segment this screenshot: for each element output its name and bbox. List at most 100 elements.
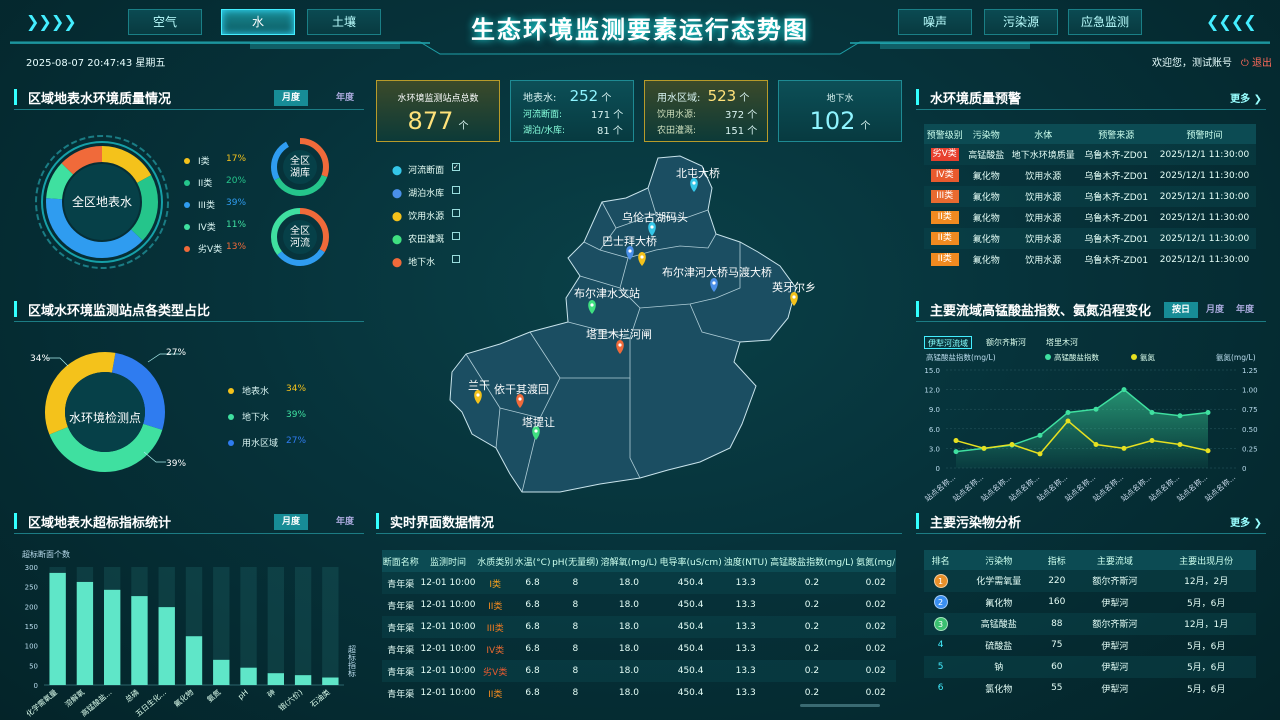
table-cell: 8 (551, 660, 600, 682)
table-row[interactable]: 青年渠 12-01 10:00 II类 6.8 8 18.0 450.4 13.3 0.2 0.0… (382, 594, 896, 616)
table-header-cell: 水体 (1006, 124, 1080, 144)
map-legend-checkbox[interactable] (452, 232, 460, 240)
table-cell: 13.3 (722, 616, 769, 638)
table-row[interactable]: 5 钠 60 伊犁河 5月，6月 (924, 656, 1256, 678)
warning-cell-text: 氟化物 (972, 235, 1000, 245)
surface-quality-month-button[interactable]: 月度 (274, 90, 309, 106)
tab-soil[interactable]: 土壤 (307, 9, 381, 35)
map-legend-item[interactable]: ⬤ 农田灌溉 (392, 232, 464, 245)
table-header-cell: 溶解氧(mg/L) (599, 550, 659, 572)
table-row[interactable]: 青年渠 12-01 10:00 III类 6.8 8 18.0 450.4 13.3 0.2 0.… (382, 616, 896, 638)
map-pin-icon[interactable] (626, 246, 634, 260)
table-header-cell: 排名 (924, 550, 958, 570)
table-row[interactable]: IV类 氟化物 饮用水源 乌鲁木齐-ZD01 2025/12/1 11:30:00 (924, 165, 1256, 186)
tab-air[interactable]: 空气 (128, 9, 202, 35)
header-line-right (850, 42, 1270, 44)
map-pin-icon[interactable] (690, 178, 698, 192)
region-map[interactable] (440, 148, 840, 500)
realtime-cell-text: 0.02 (865, 688, 886, 698)
logout-button[interactable]: ⏻ 退出 (1241, 54, 1272, 69)
bar (322, 677, 339, 685)
table-cell: 5月，6月 (1156, 635, 1256, 657)
exceed-year-button[interactable]: 年度 (336, 517, 355, 527)
realtime-scrollbar[interactable] (800, 704, 880, 707)
table-row[interactable]: 青年渠 12-01 10:00 I类 6.8 8 18.0 450.4 13.3 0.2 0.02 (382, 572, 896, 594)
legend-dot (228, 440, 234, 446)
legend-label: 地下水 (242, 413, 270, 423)
table-cell: 饮用水源 (1006, 186, 1080, 207)
table-row[interactable]: 3 高锰酸盐 88 额尔齐斯河 12月，1月 (924, 613, 1256, 635)
realtime-cell-text: 18.0 (618, 644, 639, 654)
table-row[interactable]: II类 氟化物 饮用水源 乌鲁木齐-ZD01 2025/12/1 11:30:00 (924, 207, 1256, 228)
table-row[interactable]: 6 氯化物 55 伊犁河 5月，6月 (924, 678, 1256, 700)
use-stat-row: 用水区域: 523 个 (657, 87, 749, 105)
rank-number: 5 (937, 661, 944, 672)
map-pin-icon[interactable] (516, 394, 524, 408)
pollutants-more-link[interactable]: 更多 ❯ (1230, 514, 1262, 529)
trend-point (1093, 441, 1099, 447)
warning-more-link[interactable]: 更多 ❯ (1230, 90, 1262, 105)
table-cell: 饮用水源 (1007, 165, 1080, 186)
exceed-title-bar: 区域地表水超标指标统计 月度 年度 (14, 510, 364, 534)
table-cell: 2025/12/1 11:30:00 (1153, 165, 1256, 186)
table-row[interactable]: III类 氟化物 饮用水源 乌鲁木齐-ZD01 2025/12/1 11:30:00 (924, 186, 1256, 207)
trend-year-button[interactable]: 年度 (1236, 305, 1255, 315)
map-legend-checkbox[interactable] (452, 209, 460, 217)
map-legend-item[interactable]: ⬤ 饮用水源 (392, 209, 464, 222)
pollutants-title-bar: 主要污染物分析 更多 ❯ (916, 510, 1266, 534)
trend-month-button[interactable]: 月度 (1206, 305, 1225, 315)
bar-category-label: 总磷 (123, 687, 141, 705)
table-cell: 8 (551, 616, 600, 638)
table-row[interactable]: 青年渠 12-01 10:00 IV类 6.8 8 18.0 450.4 13.3 0.2 0.0… (382, 638, 896, 660)
trend-day-button[interactable]: 按日 (1164, 302, 1199, 318)
table-row[interactable]: 2 氟化物 160 伊犁河 5月，6月 (924, 592, 1256, 614)
surface-quality-donuts: 全区地表水 全区湖库 全区河流 (35, 135, 329, 269)
table-cell: 饮用水源 (1006, 228, 1080, 249)
tab-noise[interactable]: 噪声 (898, 9, 972, 35)
table-row[interactable]: 劣V类 高锰酸盐 地下水环境质量 乌鲁木齐-ZD01 2025/12/1 11:30:0… (924, 144, 1256, 165)
bar-category-label: 砷 (265, 687, 278, 700)
trend-tab-yili[interactable]: 伊犁河流域 (924, 336, 972, 349)
tab-emergency[interactable]: 应急监测 (1068, 9, 1142, 35)
pollutant-cell-text: 伊犁河 (1101, 663, 1129, 674)
table-row[interactable]: 青年渠 12-01 10:00 II类 6.8 8 18.0 450.4 13.3 0.2 0.0… (382, 682, 896, 704)
tab-pollution-source[interactable]: 污染源 (984, 9, 1058, 35)
realtime-cell-text: 青年渠 (387, 645, 415, 656)
map-legend-checkbox[interactable] (452, 186, 460, 194)
map-legend-item[interactable]: ⬤ 河流断面 ✓ (392, 163, 464, 176)
table-row[interactable]: 1 化学需氧量 220 额尔齐斯河 12月，2月 (924, 570, 1256, 592)
map-legend-item[interactable]: ⬤ 湖泊水库 (392, 186, 464, 199)
title-accent (14, 89, 17, 105)
map-pin-icon[interactable] (532, 426, 540, 440)
table-row[interactable]: 4 硫酸盐 75 伊犁河 5月，6月 (924, 635, 1256, 657)
share-pct-bottom: 39% (166, 459, 186, 469)
tab-water[interactable]: 水 (221, 9, 295, 35)
exceed-month-button[interactable]: 月度 (274, 514, 309, 530)
map-label-beitun: 北屯大桥 (676, 167, 720, 180)
table-row[interactable]: 青年渠 12-01 10:00 劣V类 6.8 8 18.0 450.4 13.3 0.2 0.0… (382, 660, 896, 682)
table-row[interactable]: II类 氟化物 饮用水源 乌鲁木齐-ZD01 2025/12/1 11:30:00 (924, 249, 1256, 270)
map-pin-icon[interactable] (588, 300, 596, 314)
lake-stat-value-wrap: 81 个 (597, 122, 623, 137)
map-pin-icon[interactable] (710, 278, 718, 292)
surface-quality-year-button[interactable]: 年度 (336, 93, 355, 103)
map-legend-item[interactable]: ⬤ 地下水 (392, 255, 464, 268)
legend-value: 11% (226, 220, 247, 230)
map-pin-icon[interactable] (638, 252, 646, 266)
table-cell: 12月，1月 (1156, 613, 1256, 635)
map-pin-icon[interactable] (790, 292, 798, 306)
table-cell: 55 (1040, 678, 1073, 700)
trend-tab-talimu[interactable]: 塔里木河 (1046, 338, 1078, 347)
realtime-cell-text: 18.0 (618, 666, 639, 676)
map-pin-icon[interactable] (474, 390, 482, 404)
table-row[interactable]: II类 氟化物 饮用水源 乌鲁木齐-ZD01 2025/12/1 11:30:00 (924, 228, 1256, 249)
map-legend-checkbox[interactable]: ✓ (452, 163, 460, 171)
pollutant-cell-text: 55 (1051, 683, 1063, 694)
trend-tab-erqisi[interactable]: 额尔齐斯河 (986, 338, 1026, 347)
table-cell: 0.2 (768, 638, 855, 660)
table-header-row: 断面名称 监测时间 水质类别 水温(°C) pH(无量纲) 溶解氧(mg/L) 电导率(uS… (382, 550, 896, 572)
table-cell: 0.02 (855, 572, 896, 594)
map-legend-checkbox[interactable] (452, 255, 460, 263)
map-pin-icon[interactable] (616, 340, 624, 354)
map-pin-icon[interactable] (648, 222, 656, 236)
